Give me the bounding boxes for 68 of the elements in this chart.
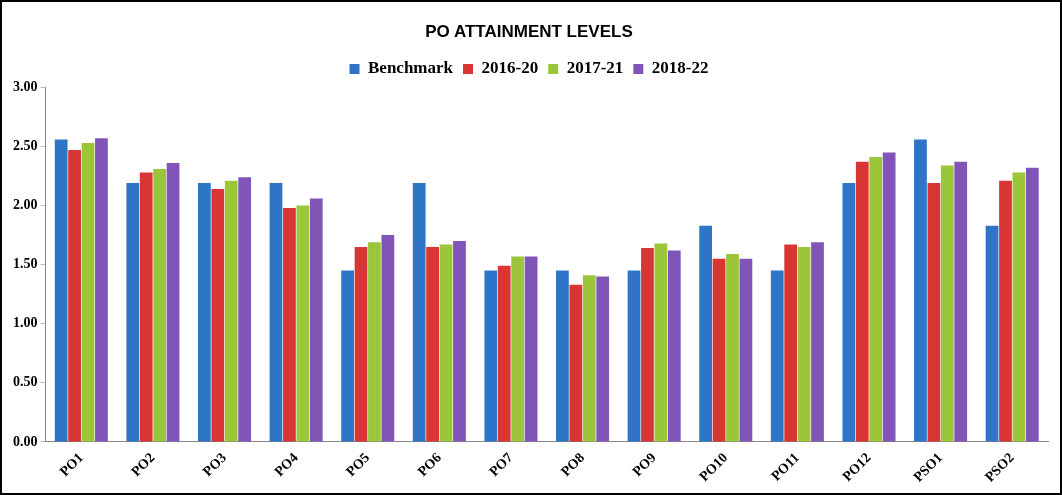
bar xyxy=(224,180,238,442)
bar xyxy=(95,138,108,442)
bar xyxy=(511,256,525,442)
bar xyxy=(882,152,896,442)
bar xyxy=(641,248,654,442)
y-tick-label: 3.00 xyxy=(13,79,38,95)
bar xyxy=(211,189,225,442)
bar xyxy=(238,177,252,442)
bar xyxy=(914,139,927,442)
bar xyxy=(784,244,798,442)
bar xyxy=(368,242,381,442)
legend-label: 2016-20 xyxy=(481,58,539,78)
bar xyxy=(556,270,569,442)
bar xyxy=(497,265,511,442)
bar xyxy=(940,165,954,442)
bar xyxy=(198,183,211,442)
y-tick-label: 1.50 xyxy=(13,256,38,272)
bar xyxy=(927,183,941,442)
bar xyxy=(1012,172,1026,442)
y-tick-label: 1.00 xyxy=(13,315,38,331)
bar xyxy=(524,256,538,442)
bar xyxy=(426,246,439,442)
bar xyxy=(153,168,166,442)
bar xyxy=(811,242,824,442)
bar xyxy=(166,163,180,442)
bar xyxy=(869,157,883,442)
bar xyxy=(954,161,968,442)
bar xyxy=(81,142,95,442)
bar xyxy=(999,180,1012,442)
bar xyxy=(739,258,753,442)
bar xyxy=(139,172,153,442)
bar xyxy=(269,183,283,442)
bar xyxy=(985,225,999,442)
bar xyxy=(484,270,498,442)
bar xyxy=(439,244,453,442)
bar xyxy=(453,241,466,442)
bar xyxy=(726,254,739,442)
legend-label: 2018-22 xyxy=(651,58,709,78)
bar xyxy=(341,270,354,442)
bar xyxy=(68,150,81,442)
bar xyxy=(582,275,596,442)
bar xyxy=(569,284,583,442)
bar xyxy=(712,258,726,442)
legend-label: Benchmark xyxy=(368,58,454,78)
bar xyxy=(770,270,784,442)
y-tick-label: 2.50 xyxy=(13,138,38,154)
bar xyxy=(699,225,713,442)
bar xyxy=(354,246,368,442)
bar xyxy=(654,243,668,442)
bar xyxy=(126,183,140,442)
bar xyxy=(283,207,296,442)
chart-title: PO ATTAINMENT LEVELS xyxy=(425,21,633,41)
y-tick-label: 2.00 xyxy=(13,197,38,213)
bar xyxy=(309,198,323,442)
bar xyxy=(842,183,856,442)
legend-label: 2017-21 xyxy=(566,58,624,78)
y-tick-label: 0.00 xyxy=(13,433,38,449)
bar xyxy=(797,246,811,442)
bar xyxy=(54,139,68,442)
bar xyxy=(381,235,395,442)
bar xyxy=(1025,167,1039,442)
bar xyxy=(596,276,610,442)
y-tick-label: 0.50 xyxy=(13,374,38,390)
bar xyxy=(667,250,681,442)
bar xyxy=(412,183,426,442)
bar xyxy=(627,270,641,442)
bar xyxy=(296,205,310,442)
bar xyxy=(855,161,869,442)
